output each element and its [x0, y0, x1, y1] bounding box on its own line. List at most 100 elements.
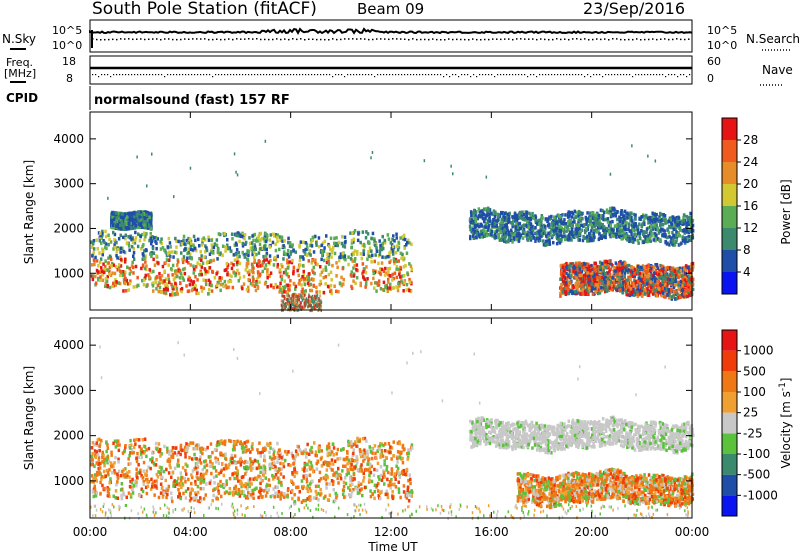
nave-point [608, 74, 610, 76]
echo-cell [563, 218, 566, 222]
echo-cell [526, 220, 529, 224]
echo-cell [605, 208, 609, 212]
echo-cell [283, 290, 286, 294]
echo-cell [282, 288, 286, 292]
echo-cell [380, 267, 384, 272]
echo-cell [287, 236, 290, 241]
echo-cell [353, 249, 357, 253]
nsearch-point [676, 38, 678, 40]
echo-cell [145, 264, 148, 268]
echo-cell [569, 233, 572, 237]
echo-cell [685, 221, 688, 225]
nave-point [467, 74, 469, 76]
echo-cell [343, 235, 347, 239]
echo-cell [132, 254, 135, 258]
echo-cell [502, 236, 505, 240]
echo-cell [122, 249, 125, 254]
echo-cell [251, 243, 255, 247]
echo-cell [653, 220, 657, 224]
echo-cell [187, 247, 190, 251]
echo-cell [281, 239, 284, 243]
echo-cell [144, 260, 147, 264]
echo-cell [153, 263, 157, 267]
echo-cell [121, 273, 125, 278]
echo-cell [664, 234, 668, 239]
echo-cell [661, 264, 665, 269]
echo-cell [475, 235, 478, 240]
echo-cell [655, 212, 658, 217]
nsearch-point [524, 38, 526, 40]
echo-cell [100, 241, 103, 245]
echo-cell [192, 264, 195, 268]
echo-cell [397, 245, 401, 250]
echo-cell [167, 252, 170, 256]
nsearch-point [240, 38, 242, 40]
echo-cell [661, 227, 664, 232]
echo-cell [618, 219, 621, 224]
echo-cell [640, 215, 643, 219]
echo-cell [503, 211, 507, 216]
echo-cell [625, 233, 629, 237]
nave-point [584, 76, 586, 78]
echo-cell [108, 254, 112, 258]
echo-cell [247, 261, 250, 266]
echo-cell [531, 214, 534, 219]
echo-cell [581, 268, 585, 272]
echo-cell [278, 268, 282, 272]
echo-cell [255, 238, 258, 243]
nave-point [554, 74, 556, 76]
echo-cell [234, 273, 237, 278]
echo-cell [258, 242, 262, 247]
echo-cell [124, 216, 127, 221]
echo-cell [393, 259, 396, 264]
echo-cell [606, 210, 609, 214]
echo-cell [472, 220, 476, 224]
echo-cell [272, 232, 275, 236]
echo-cell [126, 224, 129, 229]
echo-cell [624, 233, 627, 237]
nsearch-point [684, 38, 686, 41]
echo-cell [623, 271, 627, 275]
echo-cell [165, 253, 169, 258]
nsearch-point [444, 38, 446, 41]
echo-cell [132, 250, 136, 255]
echo-cell [624, 216, 628, 220]
echo-cell [298, 243, 301, 248]
echo-cell [642, 222, 646, 227]
echo-cell [577, 218, 580, 222]
echo-cell [501, 223, 505, 227]
echo-cell [663, 214, 667, 218]
echo-cell [303, 250, 306, 254]
echo-cell [386, 286, 389, 290]
echo-cell [315, 240, 318, 245]
echo-cell [187, 236, 190, 241]
echo-cell [636, 238, 639, 243]
nsearch-point [448, 38, 450, 40]
echo-cell [246, 270, 250, 275]
echo-cell [274, 242, 277, 246]
echo-cell [567, 228, 570, 232]
echo-cell [338, 255, 342, 259]
echo-cell [407, 238, 410, 242]
echo-cell [397, 241, 401, 246]
echo-cell [528, 211, 531, 216]
nave-point [455, 74, 457, 76]
echo-cell [385, 271, 388, 275]
nsearch-point [104, 38, 106, 41]
nave-point [368, 74, 370, 76]
echo-cell [634, 222, 637, 226]
echo-cell [367, 250, 370, 254]
echo-cell [200, 237, 204, 242]
echo-cell [99, 231, 102, 236]
echo-cell [133, 225, 136, 229]
echo-cell [113, 280, 116, 285]
echo-cell [311, 238, 314, 243]
echo-cell [593, 235, 596, 239]
echo-cell [533, 227, 536, 231]
echo-cell [192, 248, 195, 252]
nsearch-point [652, 38, 654, 40]
echo-cell [690, 219, 693, 224]
echo-cell [534, 217, 537, 221]
echo-cell [688, 220, 692, 224]
echo-cell [534, 219, 537, 223]
